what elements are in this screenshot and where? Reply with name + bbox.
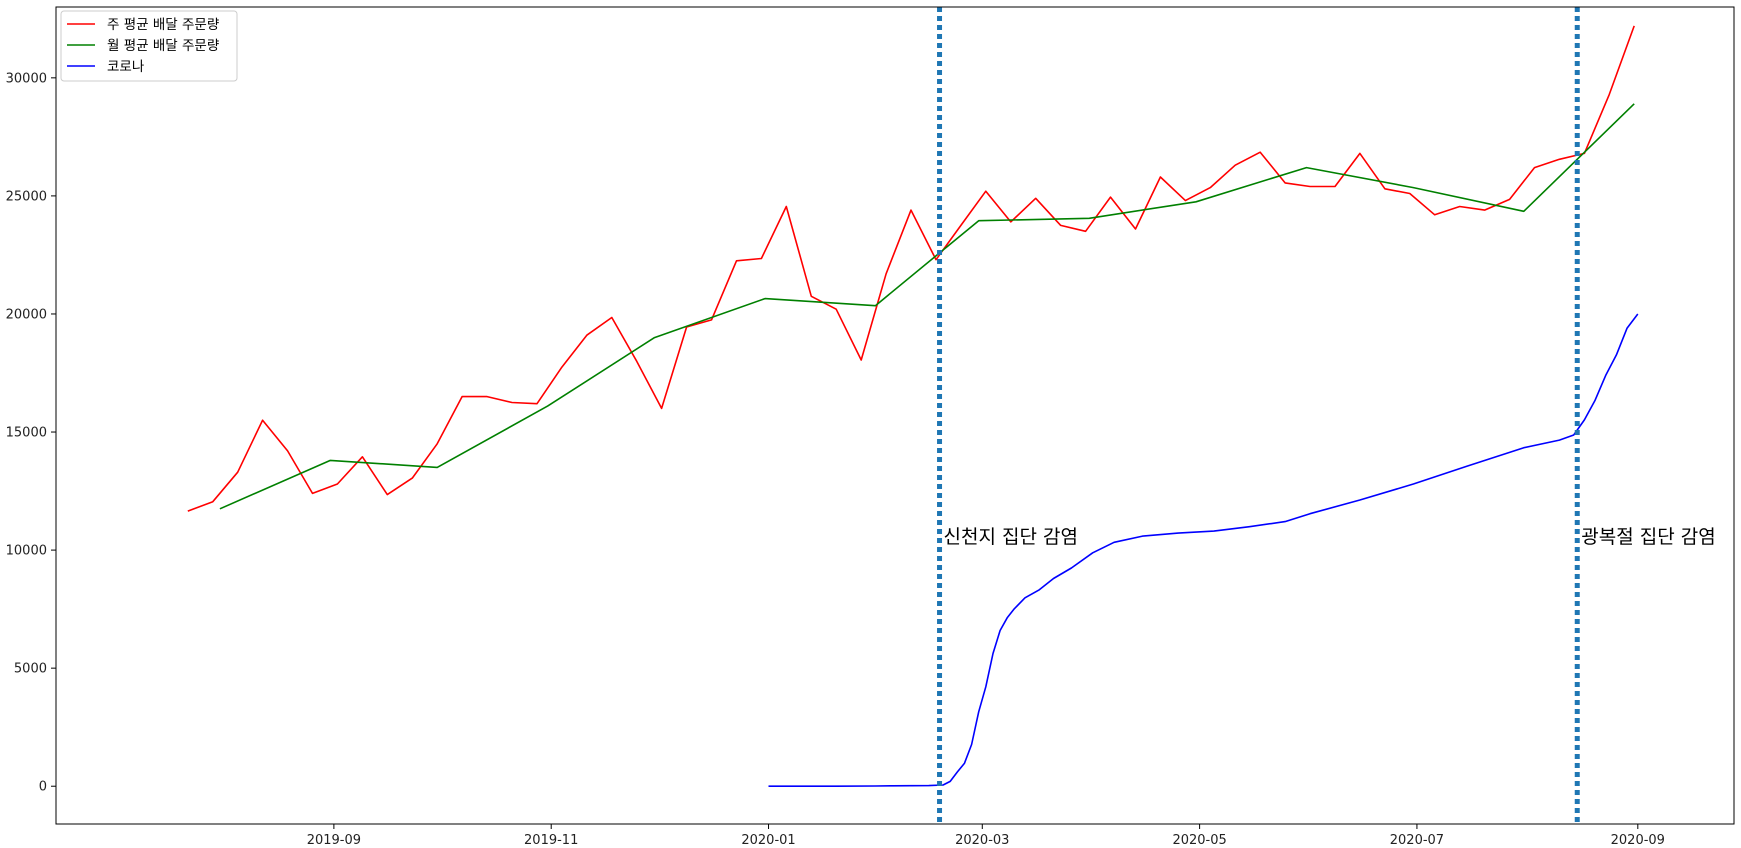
reference-line-layer — [937, 7, 1580, 824]
x-tick-label: 2020-01 — [741, 833, 795, 848]
x-tick-label: 2020-07 — [1390, 833, 1444, 848]
y-tick-label: 25000 — [6, 189, 47, 204]
legend-box — [60, 10, 238, 82]
series-layer — [187, 25, 1639, 788]
x-tick-label: 2019-11 — [524, 833, 578, 848]
series-line-3 — [768, 313, 1639, 788]
legend-label-3: 코로나 — [107, 59, 144, 75]
y-axis: 0 5000 10000 15000 20000 25000 30000 — [6, 71, 56, 795]
reference-label-1: 신천지 집단 감염 — [944, 526, 1078, 548]
x-tick-label: 2019-09 — [307, 833, 361, 848]
series-line-1 — [187, 25, 1635, 512]
x-tick-label: 2020-05 — [1172, 833, 1226, 848]
y-tick-label: 10000 — [6, 544, 47, 559]
y-tick-label: 15000 — [6, 426, 47, 441]
series-line-2 — [219, 103, 1635, 510]
legend-label-1: 주 평균 배달 주문량 — [107, 17, 219, 33]
x-axis: 2019-09 2019-11 2020-01 2020-03 2020-05 2020-… — [307, 824, 1665, 848]
legend-label-2: 월 평균 배달 주문량 — [107, 38, 219, 54]
annotation-layer: 신천지 집단 감염 광복절 집단 감염 — [944, 526, 1716, 548]
x-tick-label: 2020-03 — [955, 833, 1009, 848]
y-tick-label: 20000 — [6, 307, 47, 322]
y-tick-label: 0 — [39, 780, 47, 795]
x-tick-label: 2020-09 — [1611, 833, 1665, 848]
reference-label-2: 광복절 집단 감염 — [1581, 526, 1715, 548]
y-tick-label: 5000 — [14, 662, 47, 677]
y-tick-label: 30000 — [6, 71, 47, 86]
plot-frame — [55, 6, 1735, 825]
